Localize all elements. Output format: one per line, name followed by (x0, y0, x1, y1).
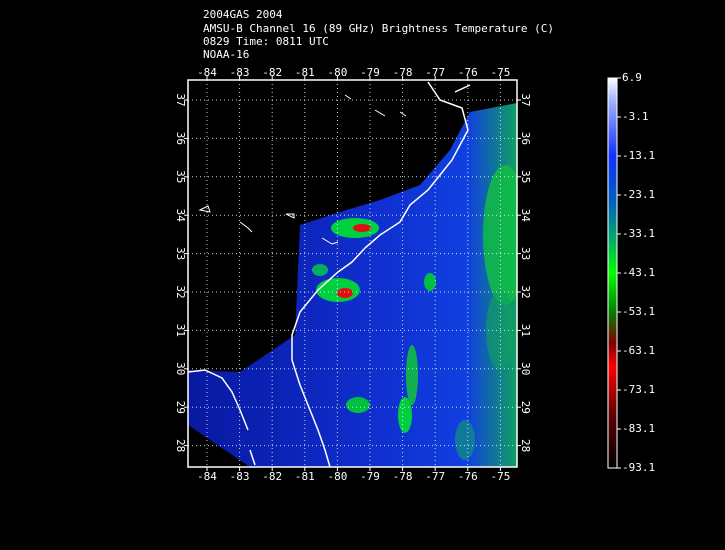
storm-core (337, 288, 353, 298)
lon-label: -76 (458, 66, 478, 79)
header-line: 2004GAS 2004 (203, 8, 283, 21)
colorbar-label: -13.1 (622, 149, 655, 162)
lon-label: -80 (327, 66, 347, 79)
precip-area (346, 397, 370, 413)
colorbar-label: -93.1 (622, 461, 655, 474)
lon-label: -81 (295, 66, 315, 79)
lakes (198, 94, 407, 245)
lat-label: 28 (519, 439, 532, 452)
precip-area (455, 420, 475, 460)
lon-label: -80 (327, 470, 347, 483)
lat-label: 36 (174, 132, 187, 145)
lon-label: -78 (393, 470, 413, 483)
header-line: 0829 Time: 0811 UTC (203, 35, 329, 48)
colorbar-label: -33.1 (622, 227, 655, 240)
lon-label: -78 (393, 66, 413, 79)
lon-label: -82 (262, 66, 282, 79)
header-line: NOAA-16 (203, 48, 249, 61)
lon-label: -79 (360, 66, 380, 79)
colorbar-label: -23.1 (622, 188, 655, 201)
colorbar-label: -3.1 (622, 110, 649, 123)
lat-label: 35 (174, 170, 187, 183)
lat-label: 29 (174, 401, 187, 414)
lat-label: 37 (174, 93, 187, 106)
precip-area (398, 397, 412, 433)
map-frame (187, 79, 518, 468)
colorbar-label: -73.1 (622, 383, 655, 396)
header: 2004GAS 2004 AMSU-B Channel 16 (89 GHz) … (203, 8, 554, 61)
storm-band (316, 278, 360, 302)
lat-label: 29 (519, 401, 532, 414)
header-line: AMSU-B Channel 16 (89 GHz) Brightness Te… (203, 22, 554, 35)
swath (188, 81, 517, 467)
lat-label: 31 (174, 324, 187, 337)
precip-area (424, 273, 436, 291)
graticule (184, 76, 521, 471)
lon-label: -81 (295, 470, 315, 483)
lon-label: -77 (425, 66, 445, 79)
lat-label: 34 (519, 209, 532, 223)
lat-label: 31 (519, 324, 532, 337)
lat-label: 28 (174, 439, 187, 452)
lon-label: -83 (230, 470, 250, 483)
lat-label: 37 (519, 93, 532, 106)
colorbar-label: -83.1 (622, 422, 655, 435)
lon-label: -75 (490, 66, 510, 79)
lat-label: 33 (174, 247, 187, 260)
precip-area (312, 264, 328, 276)
colorbar-label: -53.1 (622, 305, 655, 318)
lat-label: 36 (519, 132, 532, 145)
colorbar (607, 77, 618, 469)
lat-label: 35 (519, 170, 532, 183)
lon-label: -83 (230, 66, 250, 79)
colorbar-label: -43.1 (622, 266, 655, 279)
lon-label: -84 (197, 470, 217, 483)
lat-label: 30 (174, 362, 187, 375)
lat-label: 30 (519, 362, 532, 375)
colorbar-label: -63.1 (622, 344, 655, 357)
lon-label: -75 (490, 470, 510, 483)
lat-label: 34 (174, 209, 187, 223)
lat-label: 33 (519, 247, 532, 260)
coastline (188, 81, 471, 467)
precip-area (406, 345, 418, 405)
lat-label: 32 (174, 285, 187, 298)
lon-label: -79 (360, 470, 380, 483)
lat-label: 32 (519, 285, 532, 298)
precip-area (483, 165, 517, 305)
colorbar-label: 6.9 (622, 71, 642, 84)
lon-label: -76 (458, 470, 478, 483)
storm-core (353, 224, 371, 232)
lon-label: -77 (425, 470, 445, 483)
lon-label: -82 (262, 470, 282, 483)
lon-label: -84 (197, 66, 217, 79)
